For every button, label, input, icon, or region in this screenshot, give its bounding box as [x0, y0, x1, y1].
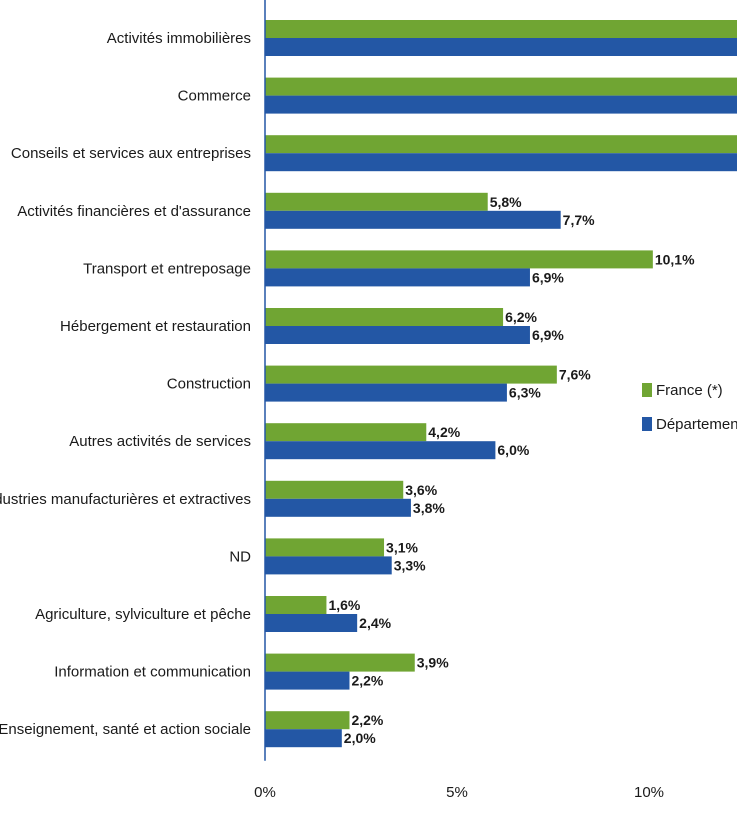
bar-france	[265, 480, 404, 499]
category-label: Commerce	[178, 88, 251, 105]
legend-label: Département	[656, 416, 737, 433]
data-label: 6,3%	[509, 385, 541, 401]
category-label: Construction	[167, 376, 251, 393]
data-label: 4,2%	[428, 424, 460, 440]
bar-france	[265, 192, 488, 211]
data-label: 6,9%	[532, 327, 564, 343]
category-label: Autres activités de services	[69, 433, 251, 450]
data-label: 3,1%	[386, 539, 418, 555]
bar-france	[265, 20, 737, 38]
bar-departement	[265, 441, 496, 460]
category-label: Hébergement et restauration	[60, 318, 251, 335]
bar-departement	[265, 210, 561, 229]
data-label: 2,0%	[344, 730, 376, 746]
bar-departement	[265, 383, 507, 402]
category-label: Transport et entreposage	[83, 260, 251, 277]
category-labels: Activités immobilières Commerce Conseils e…	[0, 30, 251, 738]
legend: France (*) Département	[642, 382, 737, 433]
bar-france	[265, 250, 653, 269]
bar-departement	[265, 153, 737, 172]
bar-france	[265, 365, 557, 384]
category-label: Activités immobilières	[107, 30, 251, 47]
bar-departement	[265, 671, 350, 690]
category-label: Information et communication	[54, 664, 251, 681]
legend-swatch	[642, 383, 652, 397]
x-tick-label: 0%	[254, 784, 276, 801]
data-label: 3,8%	[413, 500, 445, 516]
bar-departement	[265, 614, 358, 632]
bar-france	[265, 423, 427, 442]
bar-france	[265, 77, 737, 96]
data-label: 6,0%	[497, 442, 529, 458]
legend-label: France (*)	[656, 382, 723, 399]
category-label: Agriculture, sylviculture et pêche	[35, 606, 251, 623]
data-label: 10,1%	[655, 251, 695, 267]
bar-departement	[265, 38, 737, 56]
bar-departement	[265, 268, 530, 287]
bar-departement	[265, 326, 530, 344]
legend-swatch	[642, 417, 652, 431]
data-label: 2,4%	[359, 615, 391, 631]
data-label: 1,6%	[328, 597, 360, 613]
bars-layer	[265, 20, 737, 748]
bar-departement	[265, 556, 392, 575]
x-tick-label: 10%	[634, 784, 664, 801]
data-label: 2,2%	[351, 712, 383, 728]
bar-france	[265, 538, 385, 557]
data-label: 5,8%	[490, 194, 522, 210]
category-label: Conseils et services aux entreprises	[11, 145, 251, 162]
data-label: 7,6%	[559, 367, 591, 383]
x-tick-label: 5%	[446, 784, 468, 801]
category-label: Activités financières et d'assurance	[17, 203, 251, 220]
bar-france	[265, 653, 415, 672]
data-label: 3,6%	[405, 482, 437, 498]
data-label: 7,7%	[563, 212, 595, 228]
bar-france	[265, 711, 350, 730]
bar-departement	[265, 729, 342, 748]
data-label: 3,3%	[394, 557, 426, 573]
data-label: 6,2%	[505, 309, 537, 325]
bar-departement	[265, 95, 737, 114]
x-axis-ticks: 0%5%10%15%20%25%	[254, 784, 664, 801]
bar-france	[265, 596, 327, 614]
data-labels: 16,5%20,6%18,9%17,4%16,4%14,4%5,8%7,7%10…	[328, 194, 695, 746]
category-label: Industries manufacturières et extractive…	[0, 491, 251, 508]
category-label: ND	[229, 548, 251, 565]
bar-france	[265, 308, 504, 326]
data-label: 3,9%	[417, 655, 449, 671]
bar-departement	[265, 498, 411, 517]
data-label: 6,9%	[532, 269, 564, 285]
bar-france	[265, 135, 737, 154]
data-label: 2,2%	[351, 673, 383, 689]
category-label: Enseignement, santé et action sociale	[0, 721, 251, 738]
